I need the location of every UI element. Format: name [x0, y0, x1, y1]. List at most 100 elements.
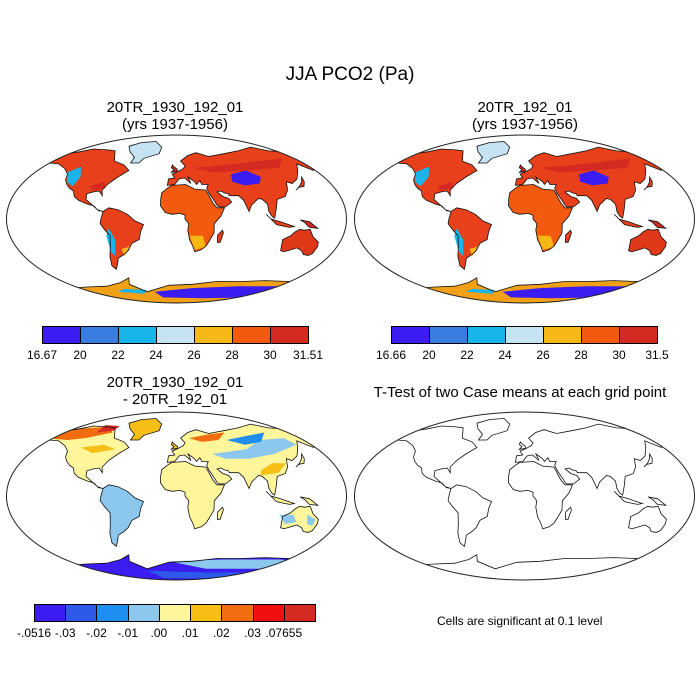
map-panel-3 [6, 411, 347, 581]
south-america-fill [448, 485, 491, 547]
japan-coastline [643, 452, 653, 468]
colorbar-swatch [194, 326, 233, 344]
madagascar-coastline [564, 506, 572, 520]
colorbar-swatch [42, 326, 81, 344]
colorbar-swatch [221, 604, 254, 622]
south-america-coastline [99, 207, 145, 271]
north-america-coastline [37, 148, 130, 212]
colorbar-swatch [429, 326, 468, 344]
eurasia-coastline [166, 423, 327, 496]
map-panel-4 [354, 411, 695, 581]
new-guinea-fill [300, 219, 318, 229]
main-title: JJA PCO2 (Pa) [285, 64, 415, 85]
southern-africa-patch [189, 235, 206, 250]
central-asia-low-patch [579, 170, 609, 186]
antarctica-interior-neg-patch [147, 570, 260, 579]
africa-coastline [508, 184, 574, 253]
africa-fill [160, 184, 225, 252]
colorbar-label: 28 [574, 348, 588, 362]
british-isles-fill [519, 164, 526, 173]
japan-coastline [643, 175, 653, 191]
colorbar-swatch [156, 326, 195, 344]
north-america-coastline [385, 148, 478, 212]
north-america-fill [386, 149, 477, 212]
antarctica-coastline [382, 554, 665, 580]
rockies-low-patch [414, 166, 430, 187]
colorbar-label: 16.67 [26, 348, 58, 362]
new-guinea-coastline [299, 219, 320, 229]
colorbar-swatch [270, 326, 309, 344]
madagascar-coastline [564, 229, 572, 243]
colorbar-label: 20 [422, 348, 436, 362]
central-asia-low-patch [231, 170, 261, 186]
indonesia-coastline [265, 491, 296, 505]
colorbar-swatch [543, 326, 582, 344]
new-zealand-coastline [323, 251, 339, 263]
panel2-title: 20TR_192_01 (yrs 1937-1956) [375, 99, 675, 133]
map-panel-1 [6, 134, 347, 304]
new-guinea-coastline [647, 219, 668, 229]
colorbar-label: .01 [181, 626, 199, 640]
colorbar-label: 26 [536, 348, 550, 362]
colorbar-label: 20 [73, 348, 87, 362]
map-content [34, 141, 339, 303]
map-frame [6, 134, 347, 304]
antarctica-fill [383, 555, 664, 580]
british-isles-coastline [170, 164, 178, 173]
north-america-fill [38, 426, 129, 489]
japan-coastline [295, 175, 305, 191]
colorbar-label: -.01 [117, 626, 138, 640]
panel3-title-line1: 20TR_1930_192_01 [106, 374, 244, 391]
greenland-inner-patch [480, 146, 495, 162]
madagascar-fill [217, 230, 224, 243]
map-content [382, 418, 687, 580]
british-isles-fill [171, 164, 178, 173]
colorbar-label: 31.51 [292, 348, 324, 362]
africa-coastline [508, 461, 574, 530]
japan-fill [643, 177, 653, 191]
colorbar-label: 16.66 [375, 348, 407, 362]
south-america-east-patch [121, 242, 132, 257]
australia-east-neg-patch [307, 514, 316, 526]
madagascar-coastline [216, 229, 224, 243]
africa-coastline [160, 184, 226, 253]
colorbar-label: 24 [498, 348, 512, 362]
antarctica-west-patch [118, 289, 147, 294]
africa-fill [160, 461, 225, 529]
japan-fill [295, 454, 305, 468]
new-zealand-fill [671, 251, 686, 262]
greenland-coastline [476, 141, 511, 164]
map-content [382, 141, 687, 303]
colorbar-swatch [505, 326, 544, 344]
colorbar-swatch [391, 326, 430, 344]
new-zealand-coastline [671, 528, 687, 540]
colorbar-label: .03 [244, 626, 261, 640]
significance-note: Cells are significant at 0.1 level [437, 614, 603, 628]
south-america-fill [448, 207, 492, 270]
africa-fill [509, 462, 573, 529]
siberia-high-patch [541, 158, 631, 173]
new-zealand-coastline [323, 528, 339, 540]
colorbar-label: 31.5 [645, 348, 669, 362]
colorbar-swatch [283, 604, 316, 622]
panel3-title-line2: - 20TR_192_01 [122, 391, 228, 408]
indonesia-coastline [613, 491, 644, 505]
colorbar-swatch [232, 326, 271, 344]
colorbar-swatch [619, 326, 658, 344]
south-america-fill [100, 484, 144, 547]
greenland-inner-patch [132, 146, 147, 162]
australia-fill [280, 506, 319, 533]
colorbar-label: 28 [225, 348, 239, 362]
greenland-coastline [128, 418, 163, 441]
panel1-title-line1: 20TR_1930_192_01 [106, 99, 244, 116]
canada-arctic-max-patch [96, 425, 120, 433]
greenland-coastline [128, 141, 163, 164]
scandinavia-high-patch [188, 432, 225, 442]
indonesia-coastline [265, 214, 296, 228]
panel2-title-line2: (yrs 1937-1956) [472, 116, 578, 133]
panel2-title-line1: 20TR_192_01 [477, 99, 573, 116]
eurasia-coastline [514, 146, 675, 219]
colorbar-swatch [158, 604, 192, 622]
south-america-fill [100, 207, 144, 270]
colorbar-label: 26 [187, 348, 201, 362]
